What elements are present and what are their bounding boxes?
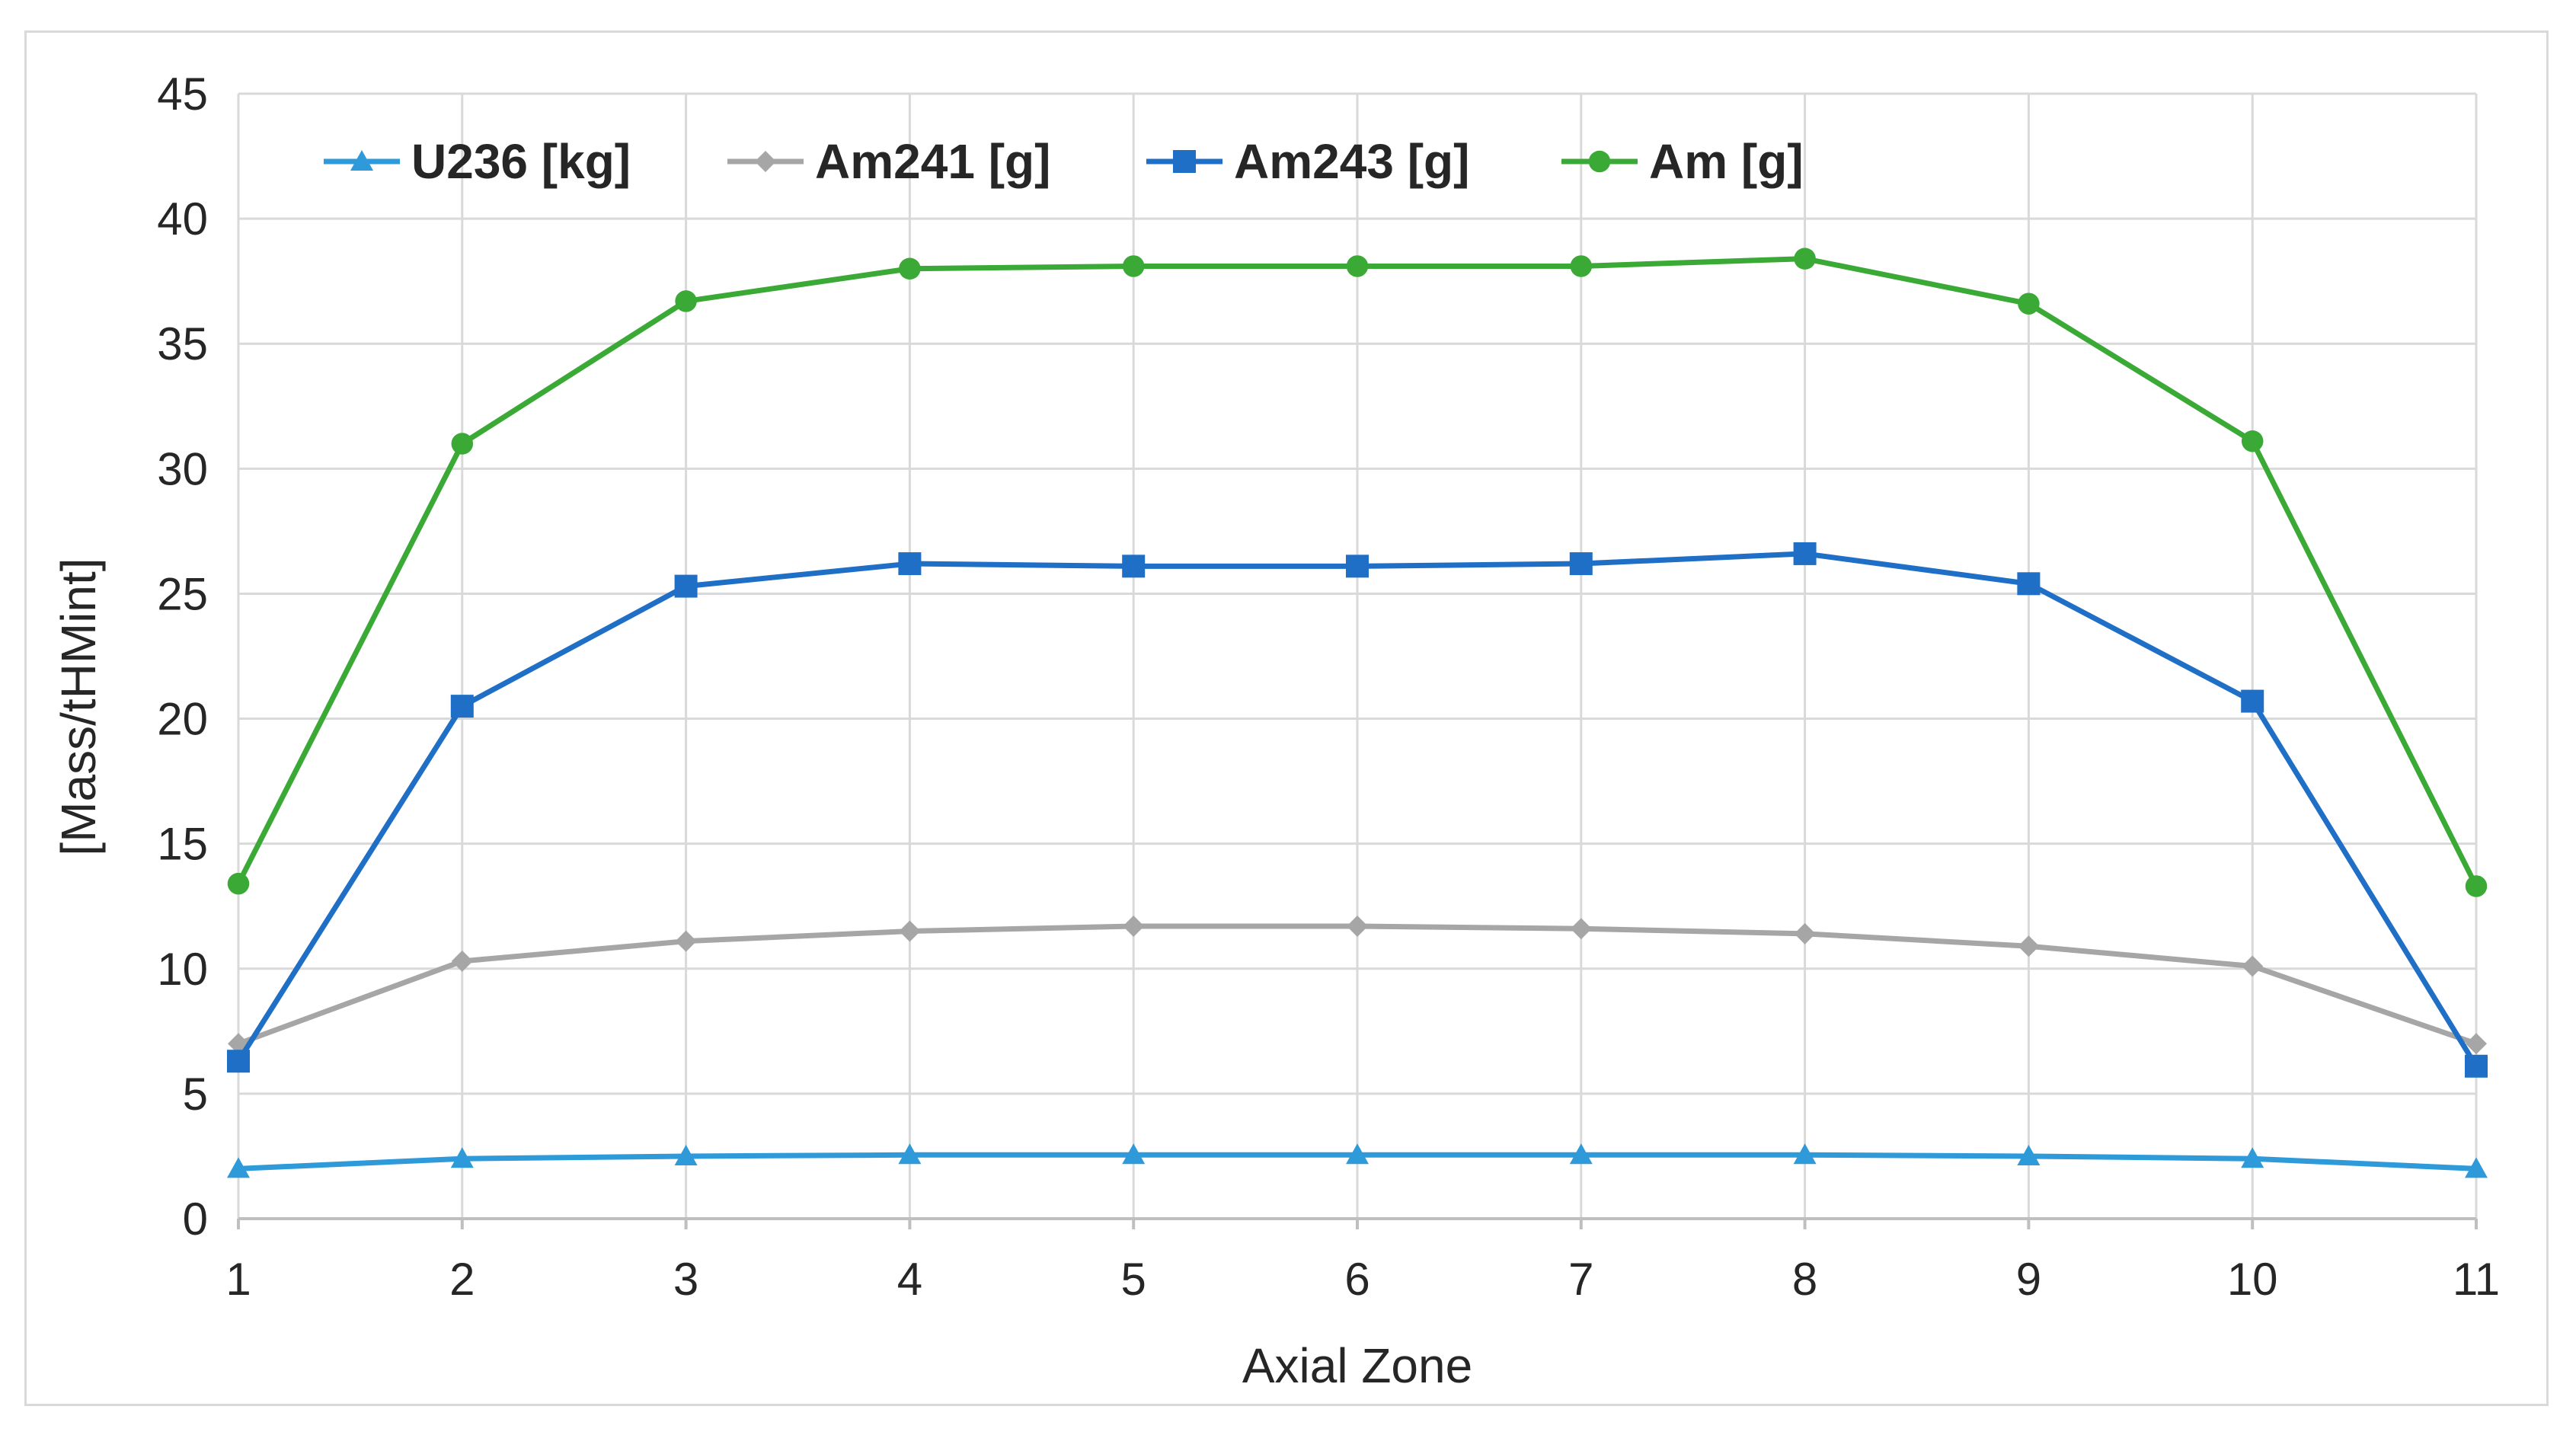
data-point — [2242, 955, 2264, 977]
data-point — [1346, 255, 1369, 277]
data-point — [1794, 922, 1816, 944]
data-point — [1346, 1143, 1369, 1165]
y-tick-label: 45 — [157, 69, 208, 120]
legend-marker — [1173, 150, 1196, 173]
legend-marker — [350, 150, 373, 171]
data-point — [451, 950, 473, 972]
data-point — [1347, 915, 1368, 937]
y-tick-label: 40 — [157, 193, 208, 244]
data-point — [227, 1050, 250, 1073]
data-point — [675, 930, 697, 952]
data-point — [2017, 1144, 2041, 1165]
x-tick-labels: 1 2 3 4 5 6 7 8 9 10 11 — [225, 1254, 2500, 1305]
data-point — [451, 433, 474, 455]
y-tick-label: 20 — [157, 694, 208, 745]
series-u236 — [227, 1143, 2488, 1178]
y-tick-label: 5 — [183, 1069, 208, 1120]
data-point — [674, 1144, 698, 1165]
axes — [237, 1217, 2478, 1229]
data-point — [674, 574, 698, 598]
legend: U236 [kg] Am241 [g] Am243 [g] Am [g] — [324, 134, 1804, 189]
y-tick-label: 25 — [157, 568, 208, 619]
data-point — [2017, 572, 2041, 596]
x-tick-label: 9 — [2016, 1254, 2041, 1305]
data-point — [450, 695, 474, 718]
y-tick-label: 35 — [157, 318, 208, 369]
data-point — [1570, 255, 1593, 277]
legend-marker — [755, 151, 776, 172]
grid — [237, 92, 2478, 1219]
legend-label: Am241 [g] — [815, 134, 1050, 189]
legend-item: Am241 [g] — [727, 134, 1050, 189]
x-tick-label: 5 — [1121, 1254, 1146, 1305]
y-axis-title: [Mass/tHMint] — [51, 558, 106, 855]
data-point — [2241, 689, 2264, 713]
data-point — [1570, 918, 1592, 940]
data-point — [2466, 1033, 2487, 1055]
x-tick-label: 6 — [1344, 1254, 1369, 1305]
x-tick-label: 1 — [225, 1254, 251, 1305]
data-point — [1569, 552, 1593, 576]
data-point — [2241, 1147, 2264, 1168]
data-point — [899, 920, 921, 942]
data-point — [1122, 1143, 1146, 1165]
data-point — [2465, 1157, 2488, 1178]
x-axis-title: Axial Zone — [1242, 1338, 1472, 1393]
legend-item: Am [g] — [1561, 134, 1804, 189]
series-am241 — [228, 915, 2487, 1055]
data-point — [1122, 255, 1145, 277]
x-tick-label: 10 — [2227, 1254, 2278, 1305]
legend-label: U236 [kg] — [411, 134, 631, 189]
data-point — [899, 257, 921, 280]
data-point — [227, 872, 250, 895]
data-point — [227, 1157, 250, 1178]
data-point — [898, 552, 922, 576]
series-am243 — [227, 542, 2488, 1078]
series — [227, 248, 2488, 1178]
x-tick-label: 11 — [2453, 1254, 2500, 1305]
data-point — [1123, 915, 1145, 937]
series-am — [227, 248, 2488, 897]
data-point — [1122, 555, 1146, 578]
data-point — [898, 1143, 922, 1165]
data-point — [1794, 248, 1816, 270]
data-point — [450, 1147, 474, 1168]
legend-label: Am243 [g] — [1234, 134, 1469, 189]
data-point — [2018, 935, 2040, 957]
data-point — [1793, 1143, 1817, 1165]
data-point — [2018, 292, 2040, 315]
y-tick-label: 0 — [183, 1194, 208, 1245]
data-point — [2465, 875, 2488, 897]
x-tick-label: 7 — [1568, 1254, 1593, 1305]
x-tick-label: 4 — [897, 1254, 922, 1305]
data-point — [1569, 1143, 1593, 1165]
y-tick-label: 30 — [157, 443, 208, 494]
y-tick-label: 15 — [157, 819, 208, 870]
data-point — [2465, 1054, 2488, 1078]
y-tick-label: 10 — [157, 944, 208, 995]
data-point — [1793, 542, 1817, 565]
legend-item: U236 [kg] — [324, 134, 631, 189]
x-tick-label: 2 — [449, 1254, 475, 1305]
legend-marker — [1588, 150, 1611, 173]
legend-label: Am [g] — [1649, 134, 1804, 189]
x-tick-label: 3 — [673, 1254, 698, 1305]
y-tick-labels: 0 5 10 15 20 25 30 35 40 45 — [157, 69, 208, 1245]
x-tick-label: 8 — [1792, 1254, 1817, 1305]
data-point — [1346, 555, 1369, 578]
data-point — [2241, 430, 2264, 452]
legend-item: Am243 [g] — [1146, 134, 1469, 189]
data-point — [675, 290, 697, 312]
